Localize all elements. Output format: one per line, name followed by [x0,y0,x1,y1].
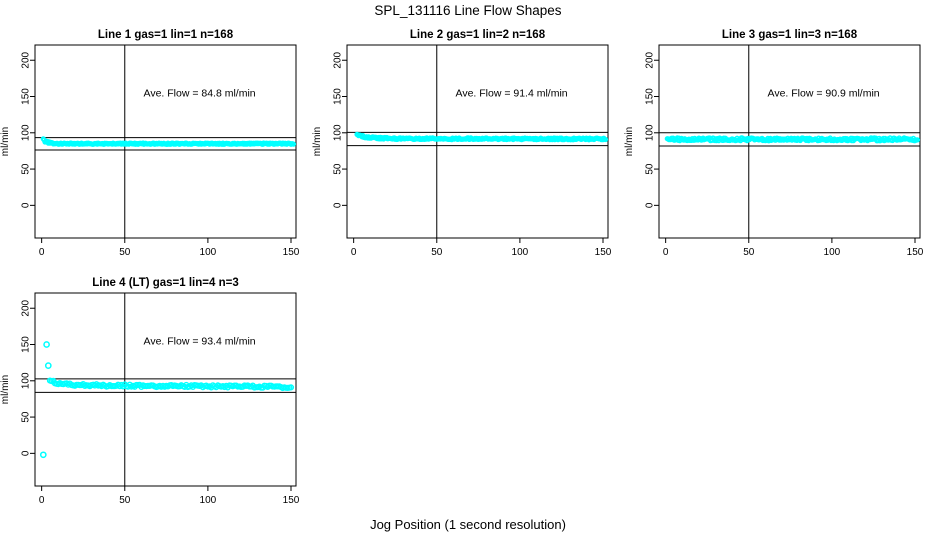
x-tick-label: 0 [39,247,45,258]
x-axis-ticks: 0 50 100 150 [39,238,300,258]
data-points [40,136,297,147]
y-tick-label: 0 [333,202,344,208]
x-tick-label: 0 [351,247,357,258]
outlier-point [44,362,52,369]
y-tick-label: 0 [21,202,32,208]
x-axis-ticks: 0 50 100 150 [351,238,612,258]
ave-flow-annotation: Ave. Flow = 84.8 ml/min [144,88,256,100]
y-tick-label: 200 [21,299,32,316]
panel-2: Line 2 gas=1 lin=2 n=168 0 50 100 150 200 0 50 1… [312,29,612,258]
y-tick-label: 100 [645,124,656,141]
plot-box [34,44,297,239]
y-tick-label: 200 [645,51,656,68]
y-axis-ticks: 0 50 100 150 200 [21,51,35,208]
y-tick-label: 50 [21,411,32,423]
outlier-point [43,341,50,348]
y-tick-label: 150 [645,88,656,105]
plot-box [34,292,297,487]
data-points [46,377,295,392]
y-tick-label: 200 [21,51,32,68]
x-tick-label: 150 [283,495,300,506]
data-points [664,135,921,144]
y-tick-label: 150 [333,88,344,105]
plot-box [346,44,609,239]
x-axis-ticks: 0 50 100 150 [39,486,300,506]
data-points [354,131,609,143]
panel-3: Line 3 gas=1 lin=3 n=168 0 50 100 150 200 0 50 1… [624,29,924,258]
panel-1: Line 1 gas=1 lin=1 n=168 0 50 100 150 200 0 50 1… [0,29,300,258]
outlier-point [39,451,47,459]
x-axis-ticks: 0 50 100 150 [663,238,924,258]
y-axis-ticks: 0 50 100 150 200 [21,299,35,456]
y-tick-label: 200 [333,51,344,68]
x-tick-label: 150 [907,247,924,258]
x-tick-label: 50 [119,495,131,506]
y-axis-ticks: 0 50 100 150 200 [645,51,659,208]
y-axis-unit-label: ml/min [0,375,11,404]
panel-title: Line 2 gas=1 lin=2 n=168 [410,29,546,41]
y-tick-label: 0 [21,450,32,456]
plot-box [658,44,921,239]
x-tick-label: 0 [663,247,669,258]
y-tick-label: 100 [21,124,32,141]
x-tick-label: 50 [743,247,755,258]
panel-title: Line 3 gas=1 lin=3 n=168 [722,29,858,41]
y-tick-label: 150 [21,88,32,105]
x-tick-label: 150 [283,247,300,258]
x-tick-label: 100 [824,247,841,258]
y-axis-unit-label: ml/min [0,127,11,156]
panel-title: Line 4 (LT) gas=1 lin=4 n=3 [92,277,238,289]
ave-flow-annotation: Ave. Flow = 90.9 ml/min [768,88,880,100]
panel-title: Line 1 gas=1 lin=1 n=168 [98,29,234,41]
y-tick-label: 50 [333,163,344,175]
x-tick-label: 0 [39,495,45,506]
x-tick-label: 150 [595,247,612,258]
ave-flow-annotation: Ave. Flow = 93.4 ml/min [144,336,256,348]
x-tick-label: 50 [431,247,443,258]
x-axis-label: Jog Position (1 second resolution) [370,517,566,532]
x-tick-label: 100 [200,495,217,506]
panel-4: Line 4 (LT) gas=1 lin=4 n=30501001502000… [0,277,300,506]
x-tick-label: 50 [119,247,131,258]
x-tick-label: 100 [200,247,217,258]
y-tick-label: 50 [645,163,656,175]
y-axis-unit-label: ml/min [312,127,323,156]
y-tick-label: 100 [21,372,32,389]
y-tick-label: 150 [21,336,32,353]
y-axis-ticks: 0 50 100 150 200 [333,51,347,208]
y-tick-label: 0 [645,202,656,208]
ave-flow-annotation: Ave. Flow = 91.4 ml/min [456,88,568,100]
y-tick-label: 100 [333,124,344,141]
x-tick-label: 100 [512,247,529,258]
chart-title: SPL_131116 Line Flow Shapes [374,3,562,18]
y-tick-label: 50 [21,163,32,175]
y-axis-unit-label: ml/min [624,127,635,156]
